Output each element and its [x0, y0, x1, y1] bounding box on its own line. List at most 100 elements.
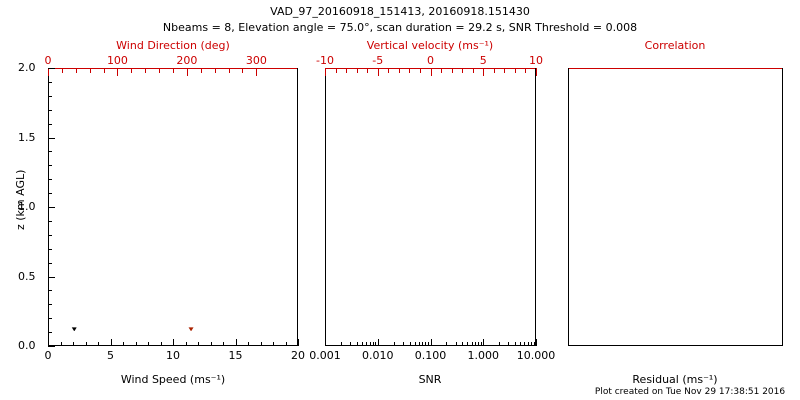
panel-middle-xticklabel: 0.010	[362, 349, 394, 362]
panel-left-yticklabel: 2.0	[18, 61, 36, 74]
panel-middle-top-xtick-minor	[451, 68, 453, 73]
panel-middle-xtick-minor	[471, 342, 473, 346]
panel-middle-xtick-minor	[356, 342, 358, 346]
panel-left-xtick-minor	[273, 342, 274, 346]
panel-left-top-xtick-minor	[89, 68, 91, 73]
panel-right-top-axis-label: Correlation	[644, 39, 706, 52]
panel-left-ytick-minor	[48, 179, 52, 181]
panel-middle-xtick-minor	[428, 342, 430, 346]
panel-middle-xtick-minor	[446, 342, 448, 346]
panel-middle-xtick-minor	[462, 342, 464, 346]
panel-left-top-xtick-minor	[200, 68, 202, 73]
panel-left-xticklabel: 20	[291, 349, 305, 362]
panel-left-yticklabel: 1.5	[18, 130, 36, 144]
panel-middle-top-xtick	[483, 68, 485, 76]
panel-left-ytick-minor	[48, 81, 52, 83]
panel-left-ytick-minor	[48, 151, 52, 153]
panel-left-top-xtick-minor	[103, 68, 105, 73]
panel-left-ytick-minor	[48, 193, 52, 195]
panel-left-top-xtick	[117, 68, 119, 76]
panel-left-top-xtick-minor	[61, 68, 63, 73]
panel-middle-top-xtick-minor	[472, 68, 474, 73]
panel-middle-x-axis-label: SNR	[418, 373, 442, 386]
panel-left-xtick-minor	[210, 342, 212, 346]
panel-middle-xtick-minor	[508, 342, 510, 346]
panel-middle-xtick-minor	[478, 342, 480, 346]
panel-left-ytick-minor	[48, 290, 52, 292]
panel-middle-xticklabel: 1.000	[467, 349, 500, 362]
panel-middle-top-axis-label: Vertical velocity (ms⁻¹)	[366, 39, 494, 52]
panel-middle-top-xticklabel: 0	[427, 54, 434, 67]
panel-left-xtick-minor	[123, 342, 124, 346]
panel-left-xtick-minor	[223, 342, 224, 346]
panel-middle-xtick-minor	[515, 342, 516, 346]
panel-middle-xtick-minor	[340, 342, 342, 346]
panel-left-xtick-minor	[98, 342, 99, 346]
panel-middle-xtick-minor	[527, 342, 529, 346]
panel-middle-xtick	[325, 339, 326, 346]
panel-middle-top-xtick-minor	[398, 68, 400, 73]
panel-middle-top-xtick	[325, 68, 326, 76]
panel-left-xtick	[298, 339, 299, 346]
panel-middle-top-xtick-minor	[441, 68, 443, 73]
panel-left-xtick-minor	[148, 342, 149, 346]
panel-middle-top-xtick	[430, 68, 432, 76]
panel-left-xtick-minor	[185, 342, 187, 346]
panel-middle-xtick-minor	[418, 342, 420, 346]
panel-left-xtick-minor	[85, 342, 87, 346]
panel-middle-top-xtick-minor	[335, 68, 337, 73]
panel-left-xtick	[235, 339, 237, 346]
panel-left-x-axis-label: Wind Speed (ms⁻¹)	[120, 373, 226, 386]
panel-middle-xticklabel: 10.000	[516, 349, 556, 362]
panel-left-xtick	[110, 339, 112, 346]
panel-left-xtick	[173, 339, 174, 346]
panel-left-top-xtick-minor	[242, 68, 244, 73]
panel-middle-xtick-minor	[414, 342, 416, 346]
panel-middle-xtick-minor	[409, 342, 411, 346]
panel-middle-top-xtick-minor	[493, 68, 495, 73]
panel-left-ytick	[48, 346, 55, 347]
panel-left-ytick-minor	[48, 220, 52, 222]
panel-middle-xtick-minor	[475, 342, 477, 346]
panel-left-ytick-minor	[48, 318, 52, 320]
panel-middle-xtick-minor	[520, 342, 522, 346]
panel-left-ytick-minor	[48, 95, 52, 97]
panel-left-top-xtick	[186, 68, 188, 76]
panel-middle-top-xtick-minor	[514, 68, 516, 73]
panel-middle-xtick-minor	[375, 342, 377, 346]
panel-left-plot-area	[48, 68, 298, 346]
panel-middle-xtick-minor	[530, 342, 532, 346]
panel-left-ytick-minor	[48, 332, 52, 334]
panel-left-datapoint	[71, 327, 77, 332]
panel-left-xticklabel: 5	[107, 349, 114, 362]
panel-right-plot-area	[568, 68, 783, 346]
panel-left-ytick-minor	[48, 234, 52, 236]
panel-middle-top-xtick-minor	[388, 68, 390, 73]
panel-middle-xtick	[536, 339, 537, 346]
panel-middle-xtick-minor	[402, 342, 404, 346]
panel-left-top-xticklabel: 0	[44, 54, 52, 67]
panel-middle-xtick-minor	[425, 342, 427, 346]
panel-right-x-axis-label: Residual (ms⁻¹)	[632, 373, 718, 386]
panel-middle-xtick-minor	[350, 342, 352, 346]
panel-middle-xtick-minor	[366, 342, 368, 346]
panel-left-top-xtick-minor	[173, 68, 174, 73]
panel-middle-plot-area	[325, 68, 536, 346]
panel-middle-xtick-minor	[455, 342, 457, 346]
panel-left-xtick-minor	[198, 342, 199, 346]
panel-left-xtick-minor	[260, 342, 262, 346]
panel-middle-top-xticklabel: -5	[372, 54, 384, 67]
panel-middle-top-xticklabel: 10	[529, 54, 543, 67]
panel-left-xtick-minor	[73, 342, 74, 346]
panel-middle-top-xtick-minor	[409, 68, 411, 73]
panel-middle-top-xtick-minor	[504, 68, 506, 73]
panel-middle-top-xtick-minor	[419, 68, 421, 73]
panel-left-top-xticklabel: 100	[106, 54, 128, 67]
panel-middle-top-xtick	[536, 68, 537, 76]
panel-left-top-xtick-minor	[228, 68, 230, 73]
panel-left-yticklabel: 0.0	[18, 339, 36, 352]
panel-middle-xtick-minor	[422, 342, 424, 346]
panel-middle-xticklabel: 0.100	[414, 349, 447, 362]
panel-middle-xticklabel: 0.001	[309, 349, 341, 362]
panel-left-xtick-minor	[135, 342, 137, 346]
